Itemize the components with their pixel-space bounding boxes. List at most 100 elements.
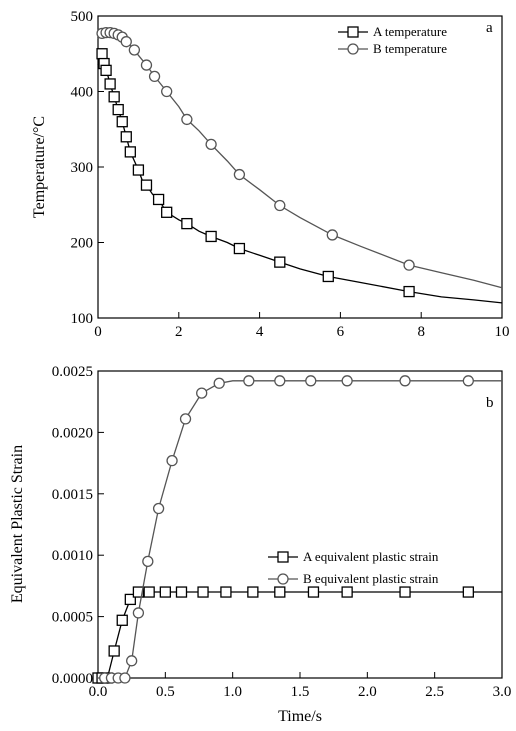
data-point-square [96,48,108,60]
legend-circle-marker [347,43,359,55]
x-tick-label: 4 [256,324,264,340]
series-line [97,52,503,304]
data-point-square [403,285,415,298]
x-tick-label: 6 [337,324,345,340]
y-tick-label: 0.0000 [52,671,93,687]
series-line [98,380,502,679]
panel-label-a: a [486,20,493,36]
data-point-circle [326,229,338,241]
data-point-square [124,146,136,158]
legend-label-b-temp: B temperature [373,41,447,56]
x-tick-label: 2.0 [358,684,377,700]
data-point-circle [179,413,192,425]
data-point-square [100,64,112,77]
ticks-b: 0.0 0.5 1.0 1.5 2.0 2.5 3.0 0.0000 0.0005 0.0010 0… [52,364,512,700]
y-tick-label: 0.0020 [52,425,93,441]
data-point-circle [142,555,154,567]
series-line [97,31,503,289]
data-point-circle [126,655,138,667]
y-tick-label: 0.0010 [52,548,93,564]
legend-square-marker [277,551,289,563]
data-point-square [341,586,353,598]
data-point-square [462,586,474,598]
data-point-square [124,593,136,606]
data-point-circle [119,672,131,684]
x-tick-label: 2.5 [425,684,444,700]
legend-label-a-strain: A equivalent plastic strain [303,549,439,564]
plot-frame-b [97,370,503,679]
series-line [98,591,502,679]
data-point-circle [128,44,141,56]
data-point-square [247,586,259,598]
data-point-square [120,131,132,143]
data-point-square [143,586,155,598]
data-point-square [108,91,120,103]
panel-label-b: b [486,395,494,411]
legend-circle-marker [277,573,289,585]
data-point-circle [341,375,353,387]
data-point-circle [196,387,208,399]
data-point-square [104,78,116,90]
ticks-a: 0 2 4 6 8 10 100 200 300 400 500 [71,9,510,340]
data-point-square [205,230,217,243]
data-point-circle [274,199,286,212]
data-point-square [116,116,128,128]
data-point-square [233,242,246,255]
data-point-circle [166,454,178,467]
y-tick-label: 0.0025 [52,364,93,380]
panel-b: 0.0 0.5 1.0 1.5 2.0 2.5 3.0 0.0000 0.0005 0.0010 0… [9,364,511,725]
data-point-square [159,586,171,598]
data-point-circle [181,113,193,126]
legend-a: A temperature B temperature [338,24,447,56]
data-point-circle [152,502,165,515]
data-point-circle [120,36,132,48]
x-tick-label: 1.0 [223,684,242,700]
x-tick-label: 8 [417,324,425,340]
data-point-square [161,206,173,218]
y-axis-label-b: Equivalent Plastic Strain [9,445,26,603]
series-b [92,375,502,684]
data-point-circle [140,59,153,71]
x-tick-label: 1.5 [291,684,310,700]
x-tick-label: 0.0 [89,684,108,700]
data-point-square [175,586,188,598]
data-point-square [322,270,334,283]
data-point-circle [161,85,173,98]
y-axis-label-a: Temperature/°C [31,116,48,218]
legend-label-a-temp: A temperature [373,24,447,39]
data-point-circle [305,375,317,387]
x-tick-label: 0 [94,324,102,340]
data-point-circle [233,168,246,181]
data-point-circle [213,377,225,389]
data-point-square [307,586,320,598]
data-point-square [152,193,165,206]
y-tick-label: 200 [71,236,94,252]
data-point-square [274,586,286,598]
series-a [96,26,503,304]
y-tick-label: 500 [71,9,94,25]
x-tick-label: 0.5 [156,684,175,700]
x-tick-label: 2 [175,324,183,340]
data-point-square [116,614,128,626]
data-point-circle [132,607,145,619]
y-tick-label: 300 [71,160,94,176]
data-point-circle [205,138,217,151]
data-point-circle [274,375,286,387]
data-point-circle [399,375,411,387]
data-point-circle [148,70,161,83]
y-tick-label: 0.0005 [52,610,93,626]
legend-label-b-strain: B equivalent plastic strain [303,571,439,586]
data-point-square [399,586,411,598]
x-tick-label: 10 [495,324,510,340]
x-axis-label-b: Time/s [278,708,322,725]
data-point-square [197,586,209,598]
y-tick-label: 0.0015 [52,487,93,503]
data-point-square [132,586,145,598]
data-point-circle [462,375,474,387]
data-point-square [220,586,232,598]
data-point-square [181,217,193,230]
y-tick-label: 400 [71,85,94,101]
x-tick-label: 3.0 [493,684,512,700]
data-point-square [274,256,286,268]
